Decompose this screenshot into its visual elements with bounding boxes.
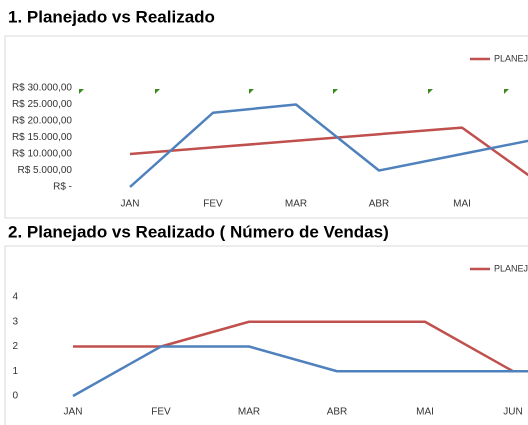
x-tick-label: FEV xyxy=(203,199,223,210)
legend-label: PLANEJADO xyxy=(494,53,528,63)
y-tick-label: R$ 15.000,00 xyxy=(12,132,72,143)
x-tick-label: MAR xyxy=(238,407,260,418)
y-tick-label: 2 xyxy=(12,341,18,352)
cell-indicators xyxy=(79,89,509,94)
x-tick-label: ABR xyxy=(327,407,348,418)
x-tick-label: JUN xyxy=(503,407,522,418)
y-tick-label: R$ 25.000,00 xyxy=(12,99,72,110)
series-line xyxy=(72,345,528,398)
x-tick-label: MAI xyxy=(453,199,471,210)
x-tick-label: MAI xyxy=(416,407,434,418)
y-tick-label: R$ - xyxy=(53,182,72,193)
y-tick-label: R$ 10.000,00 xyxy=(12,149,72,160)
x-tick-label: ABR xyxy=(369,199,390,210)
x-tick-label: MAR xyxy=(285,199,307,210)
series-line xyxy=(129,103,528,188)
y-tick-label: 1 xyxy=(12,366,18,377)
y-tick-label: 4 xyxy=(12,292,18,303)
chart-frame xyxy=(4,35,528,219)
chart-title: 1. Planejado vs Realizado xyxy=(8,7,215,26)
y-tick-label: 3 xyxy=(12,316,18,327)
legend-label: PLANEJADO xyxy=(494,263,528,273)
y-tick-label: 0 xyxy=(12,391,18,402)
y-tick-label: R$ 30.000,00 xyxy=(12,83,72,94)
x-tick-label: FEV xyxy=(151,407,171,418)
chart-title: 2. Planejado vs Realizado ( Número de Ve… xyxy=(8,222,389,241)
y-tick-label: R$ 20.000,00 xyxy=(12,116,72,127)
x-tick-label: JAN xyxy=(121,199,140,210)
y-tick-label: R$ 5.000,00 xyxy=(18,165,73,176)
x-tick-label: JAN xyxy=(64,407,83,418)
chart-frame xyxy=(4,245,528,425)
